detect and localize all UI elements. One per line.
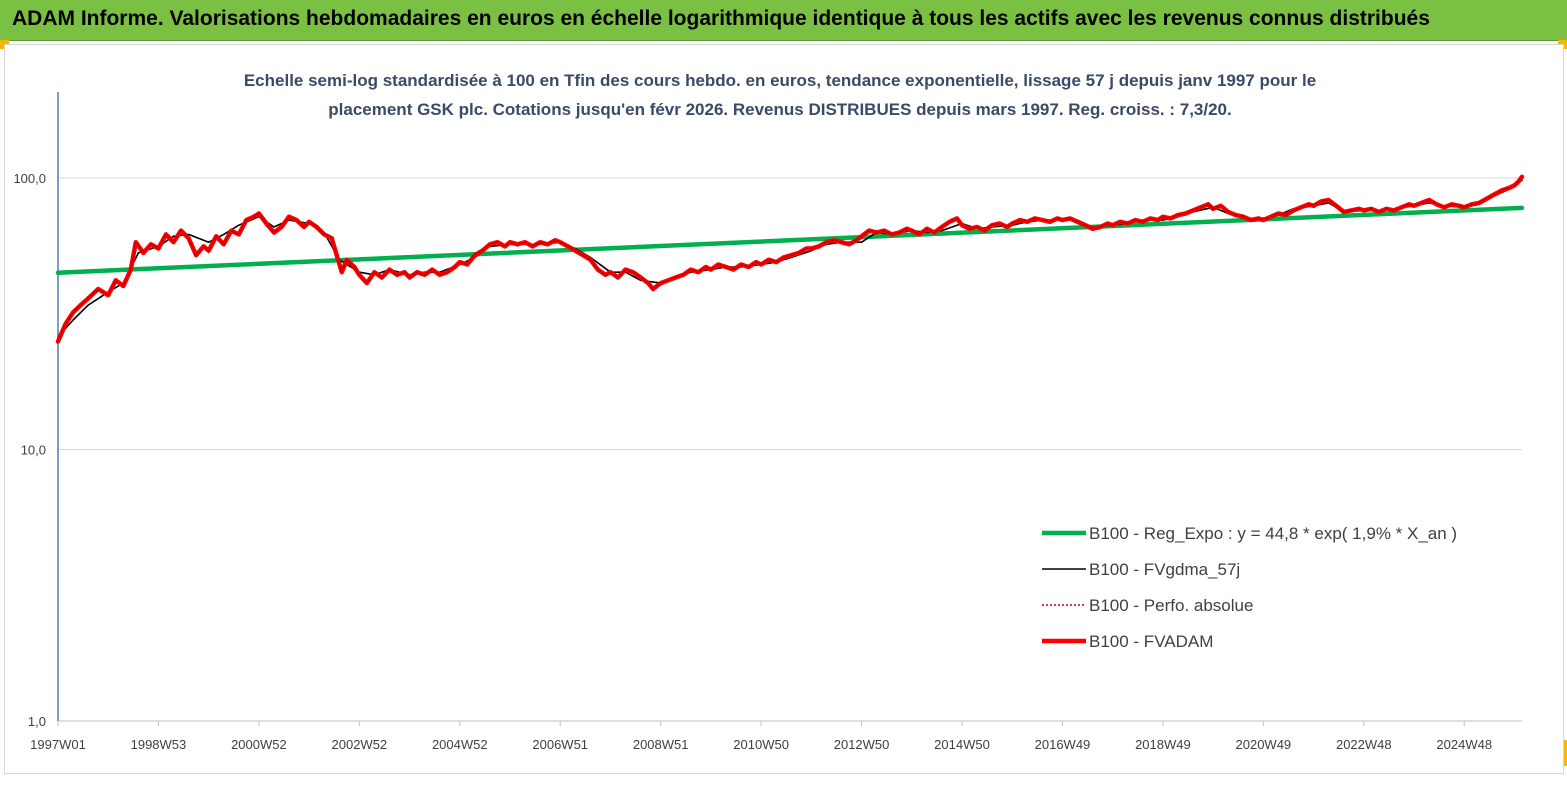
x-tick-label-4: 2004W52	[432, 737, 488, 752]
grid-lines	[58, 177, 1522, 450]
series-lines	[55, 174, 1525, 344]
y-tick-label-0: 100,0	[13, 171, 46, 186]
banner-title: ADAM Informe. Valorisations hebdomadaire…	[12, 7, 1430, 30]
legend-label-0: B100 - Reg_Expo : y = 44,8 * exp( 1,9% *…	[1089, 524, 1457, 543]
x-tick-label-5: 2006W51	[532, 737, 588, 752]
x-tick-label-11: 2018W49	[1135, 737, 1191, 752]
x-tick-label-2: 2000W52	[231, 737, 287, 752]
x-tick-label-14: 2024W48	[1436, 737, 1492, 752]
x-tick-label-8: 2012W50	[834, 737, 890, 752]
legend-label-1: B100 - FVgdma_57j	[1089, 560, 1240, 579]
x-tick-label-6: 2008W51	[633, 737, 689, 752]
x-tick-label-0: 1997W01	[30, 737, 86, 752]
x-tick-label-13: 2022W48	[1336, 737, 1392, 752]
x-tick-labels: 1997W01 1998W53 2000W52 2002W52 2004W52 2006W…	[30, 737, 1492, 752]
chart-title-line-1: Echelle semi-log standardisée à 100 en T…	[243, 71, 1317, 90]
chart-title-line-2: placement GSK plc. Cotations jusqu'en fé…	[328, 100, 1232, 119]
y-tick-label-1: 10,0	[21, 443, 46, 458]
header-banner: ADAM Informe. Valorisations hebdomadaire…	[0, 0, 1567, 41]
y-tick-labels: 100,0 10,0 1,0	[13, 171, 46, 729]
x-tick-label-12: 2020W49	[1236, 737, 1292, 752]
chart-frame	[4, 44, 1564, 774]
x-tick-label-9: 2014W50	[934, 737, 990, 752]
x-tick-label-1: 1998W53	[131, 737, 187, 752]
legend: B100 - Reg_Expo : y = 44,8 * exp( 1,9% *…	[1042, 524, 1457, 651]
x-tick-label-3: 2002W52	[332, 737, 388, 752]
corner-marker-bottom-right	[1561, 740, 1567, 766]
legend-label-3: B100 - FVADAM	[1089, 632, 1213, 651]
x-tick-label-7: 2010W50	[733, 737, 789, 752]
series-line-2	[57, 176, 1523, 343]
legend-label-2: B100 - Perfo. absolue	[1089, 596, 1253, 615]
series-line-3	[55, 174, 1525, 344]
chart-title: Echelle semi-log standardisée à 100 en T…	[130, 66, 1430, 124]
series-line-1	[57, 179, 1523, 338]
y-tick-label-2: 1,0	[28, 714, 46, 729]
x-tick-label-10: 2016W49	[1035, 737, 1091, 752]
series-line-0	[55, 205, 1525, 275]
axes	[57, 92, 1522, 726]
